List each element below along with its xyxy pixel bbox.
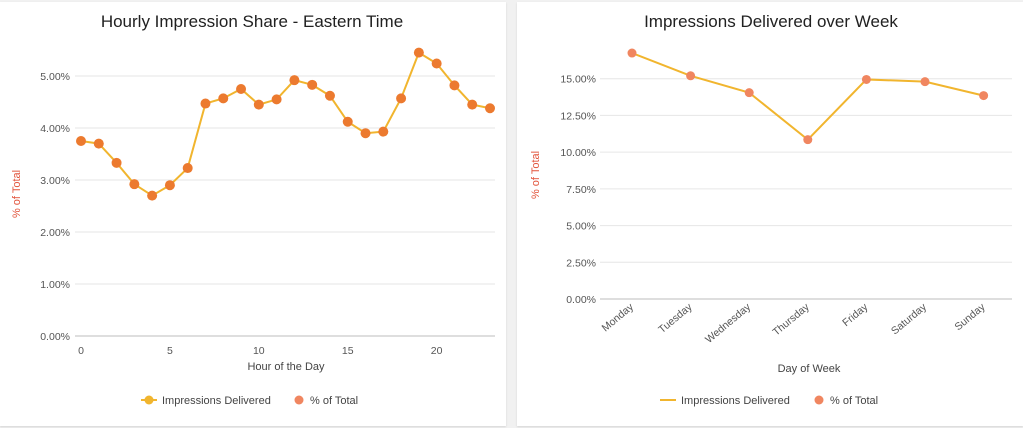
data-point[interactable] [307, 79, 318, 90]
y-tick-label: 2.00% [40, 227, 70, 239]
data-point[interactable] [147, 190, 158, 201]
x-tick-label: Saturday [889, 301, 929, 338]
data-point[interactable] [467, 99, 478, 110]
legend-label-percent-total: % of Total [310, 395, 358, 407]
legend: Impressions Delivered % of Total [660, 395, 878, 407]
data-point[interactable] [413, 47, 424, 58]
x-axis-title: Hour of the Day [247, 361, 325, 373]
data-point[interactable] [182, 163, 193, 174]
data-point[interactable] [396, 93, 407, 104]
data-point[interactable] [485, 103, 495, 114]
data-point[interactable] [253, 99, 264, 110]
x-tick-label: 5 [167, 345, 173, 357]
data-point[interactable] [431, 58, 442, 69]
x-tick-label: 0 [78, 345, 84, 357]
data-point[interactable] [129, 179, 140, 190]
legend-label-percent-total: % of Total [830, 395, 878, 407]
legend-item-impressions[interactable]: Impressions Delivered [660, 395, 790, 407]
x-tick-label: Thursday [770, 301, 812, 339]
x-tick-label: 15 [342, 345, 354, 357]
data-point[interactable] [744, 88, 754, 98]
chart-title: Hourly Impression Share - Eastern Time [101, 12, 403, 31]
data-point[interactable] [920, 77, 930, 87]
data-point[interactable] [861, 74, 871, 84]
x-tick-label: Tuesday [656, 301, 695, 336]
x-axis-title: Day of Week [778, 363, 841, 375]
weekly-chart: Impressions Delivered over Week 0.00% 2.5… [530, 12, 1012, 407]
legend-label-impressions: Impressions Delivered [681, 395, 790, 407]
series-line-impressions [631, 52, 984, 142]
hourly-chart-panel: Hourly Impression Share - Eastern Time 0… [0, 2, 506, 426]
legend-label-impressions: Impressions Delivered [162, 395, 271, 407]
legend-item-percent-total[interactable]: % of Total [294, 395, 359, 407]
y-axis-title: % of Total [11, 170, 23, 218]
x-tick-label: 20 [431, 345, 443, 357]
data-point[interactable] [218, 93, 229, 104]
y-tick-label: 4.00% [40, 123, 70, 135]
y-tick-label: 0.00% [566, 294, 596, 306]
data-point[interactable] [93, 138, 104, 149]
y-axis-title: % of Total [530, 151, 542, 199]
y-tick-label: 10.00% [560, 147, 596, 159]
x-tick-label: Wednesday [703, 301, 754, 346]
data-point[interactable] [627, 48, 637, 58]
y-tick-label: 1.00% [40, 279, 70, 291]
x-tick-label: Friday [840, 301, 871, 329]
y-tick-label: 5.00% [40, 71, 70, 83]
hourly-chart: Hourly Impression Share - Eastern Time 0… [11, 12, 495, 407]
data-point[interactable] [111, 157, 122, 168]
data-point[interactable] [449, 80, 460, 91]
y-tick-label: 7.50% [566, 184, 596, 196]
data-point[interactable] [360, 128, 371, 139]
x-tick-label: Sunday [953, 301, 989, 334]
legend-dot-swatch [814, 395, 824, 405]
y-tick-label: 15.00% [560, 74, 596, 86]
legend-dot-swatch [294, 395, 304, 405]
data-point[interactable] [324, 90, 335, 101]
y-tick-label: 12.50% [560, 110, 596, 122]
data-point[interactable] [76, 136, 86, 146]
legend-dot-swatch [144, 395, 154, 405]
series-line-impressions [80, 51, 491, 197]
legend: Impressions Delivered % of Total [141, 395, 358, 407]
data-point[interactable] [342, 116, 353, 127]
y-tick-label: 2.50% [566, 257, 596, 269]
weekly-chart-panel: Impressions Delivered over Week 0.00% 2.5… [517, 2, 1023, 426]
x-tick-label: 10 [253, 345, 265, 357]
data-point[interactable] [271, 94, 282, 105]
data-point[interactable] [200, 98, 211, 109]
data-point[interactable] [979, 91, 989, 101]
data-point[interactable] [686, 71, 696, 81]
data-point[interactable] [236, 84, 247, 94]
y-tick-label: 5.00% [566, 221, 596, 233]
chart-title: Impressions Delivered over Week [644, 12, 898, 31]
data-point[interactable] [289, 75, 300, 86]
data-point[interactable] [803, 135, 813, 145]
legend-item-impressions[interactable]: Impressions Delivered [141, 395, 271, 407]
data-point[interactable] [164, 180, 175, 191]
y-tick-label: 0.00% [40, 331, 70, 343]
legend-item-percent-total[interactable]: % of Total [814, 395, 879, 407]
x-tick-label: Monday [600, 301, 637, 335]
data-point[interactable] [378, 126, 389, 137]
y-tick-label: 3.00% [40, 175, 70, 187]
